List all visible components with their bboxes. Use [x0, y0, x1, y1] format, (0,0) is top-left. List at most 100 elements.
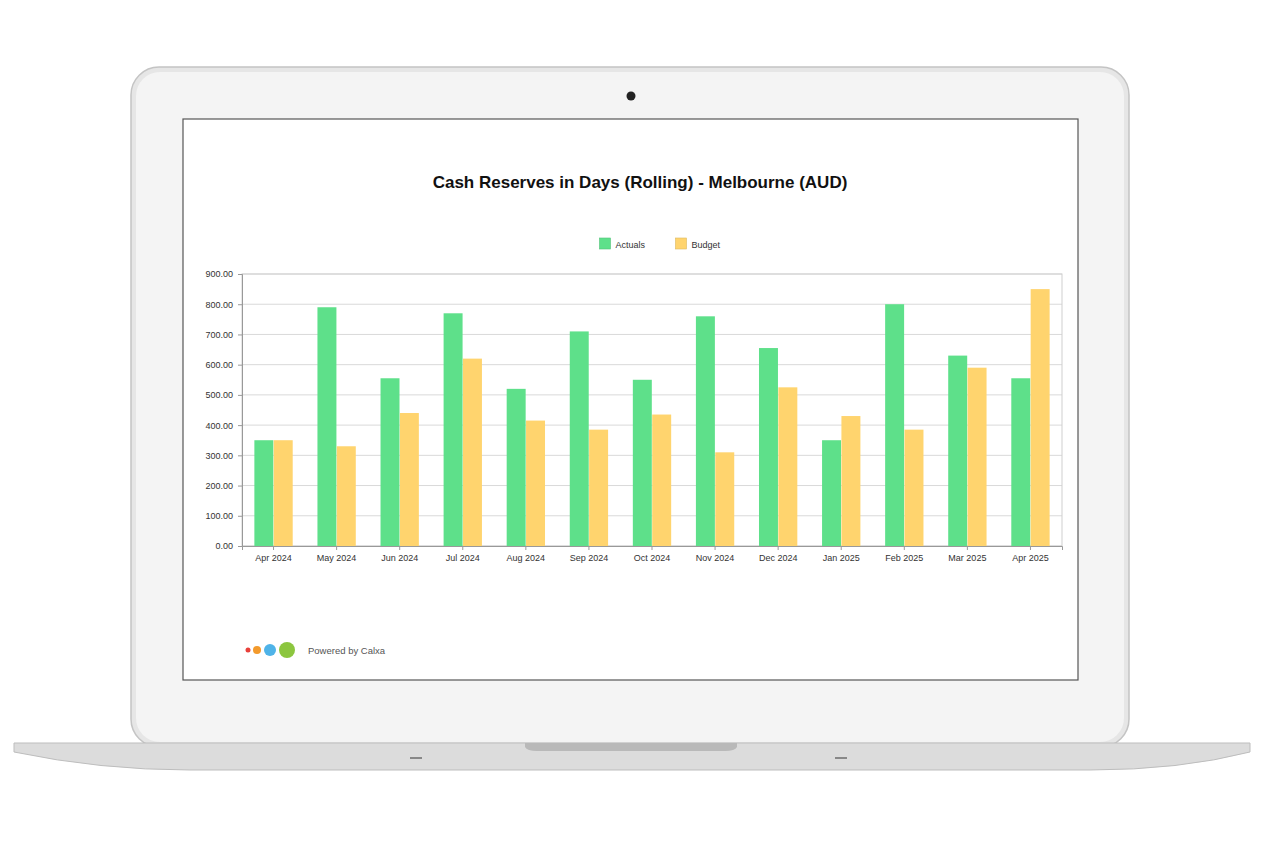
y-tick: 500.00: [205, 390, 242, 400]
x-tick: Jul 2024: [446, 546, 480, 563]
laptop-lid: [131, 67, 1129, 747]
bar: [778, 387, 797, 546]
bar: [570, 331, 589, 546]
bar: [337, 446, 356, 546]
x-tick-label: Sep 2024: [570, 553, 609, 563]
x-tick-mark: [778, 546, 779, 550]
laptop: [14, 67, 1250, 770]
x-tick-mark: [967, 546, 968, 550]
y-axis: 0.00 100.00 200.00 300.00 400.00 500.00 600.00…: [205, 269, 242, 551]
x-tick-label: Nov 2024: [696, 553, 735, 563]
x-tick-label: Aug 2024: [507, 553, 546, 563]
bar: [444, 313, 463, 546]
y-tick-label: 800.00: [205, 300, 233, 310]
y-tick-label: 300.00: [205, 451, 233, 461]
logo-dot: [246, 648, 251, 653]
x-tick-mark: [588, 546, 589, 550]
y-tick-mark: [238, 304, 242, 305]
x-tick-mark: [525, 546, 526, 550]
bar: [715, 452, 734, 546]
grid-line: [242, 304, 1062, 305]
bar: [948, 356, 967, 546]
laptop-screen: [183, 119, 1078, 680]
x-tick-mark: [841, 546, 842, 550]
bar: [968, 368, 987, 546]
x-tick: Apr 2024: [255, 546, 292, 563]
bar: [885, 304, 904, 546]
x-tick-label: Jul 2024: [446, 553, 480, 563]
bar: [696, 316, 715, 546]
laptop-bezel: [136, 72, 1124, 742]
grid-line: [242, 394, 1062, 395]
legend-label: Actuals: [615, 240, 645, 250]
bar: [589, 430, 608, 546]
y-tick-mark: [238, 334, 242, 335]
bar: [254, 440, 273, 546]
legend: Actuals Budget: [599, 238, 720, 250]
x-tick: Jun 2024: [381, 546, 418, 563]
bars: [254, 289, 1049, 546]
x-tick-label: Apr 2024: [255, 553, 292, 563]
y-tick-label: 200.00: [205, 481, 233, 491]
x-tick-mark: [1030, 546, 1031, 550]
x-tick: Nov 2024: [696, 546, 735, 563]
x-tick-label: Feb 2025: [885, 553, 923, 563]
laptop-base: [14, 743, 1250, 770]
y-tick-label: 600.00: [205, 360, 233, 370]
x-tick-mark: [399, 546, 400, 550]
x-tick-mark: [336, 546, 337, 550]
grid-line: [242, 364, 1062, 365]
bar: [759, 348, 778, 546]
y-tick-label: 700.00: [205, 330, 233, 340]
x-tick-label: Jun 2024: [381, 553, 418, 563]
y-tick-mark: [238, 274, 242, 275]
laptop-foot: [835, 757, 847, 759]
footer-text: Powered by Calxa: [308, 645, 386, 656]
legend-item: Actuals: [599, 238, 645, 250]
y-tick-label: 0.00: [215, 541, 233, 551]
canvas: Cash Reserves in Days (Rolling) - Melbou…: [0, 0, 1280, 853]
grid-line: [242, 425, 1062, 426]
x-tick-label: Mar 2025: [948, 553, 986, 563]
bar: [526, 421, 545, 546]
x-tick: Sep 2024: [570, 546, 609, 563]
y-tick: 0.00: [215, 541, 242, 551]
x-tick: Apr 2025: [1012, 546, 1049, 563]
y-tick: 400.00: [205, 420, 242, 430]
x-tick: Dec 2024: [759, 546, 798, 563]
bar: [633, 380, 652, 546]
y-tick-label: 400.00: [205, 420, 233, 430]
y-tick: 600.00: [205, 360, 242, 370]
y-tick: 900.00: [205, 269, 242, 279]
grid-line: [242, 334, 1062, 335]
x-tick-mark: [904, 546, 905, 550]
y-tick-mark: [238, 425, 242, 426]
y-tick: 700.00: [205, 330, 242, 340]
y-tick-mark: [238, 455, 242, 456]
y-tick: 200.00: [205, 481, 242, 491]
x-axis-line: [243, 547, 1063, 551]
legend-swatch: [599, 238, 610, 249]
bar: [463, 359, 482, 546]
y-tick-mark: [238, 516, 242, 517]
legend-label: Budget: [691, 240, 720, 250]
logo-dot: [264, 644, 276, 656]
x-tick-label: Oct 2024: [634, 553, 671, 563]
y-tick-label: 100.00: [205, 511, 233, 521]
x-tick: Oct 2024: [634, 546, 671, 563]
bar: [1011, 378, 1030, 546]
logo-dot: [279, 642, 295, 658]
laptop-notch: [525, 743, 737, 751]
x-tick: Feb 2025: [885, 546, 923, 563]
y-tick: 300.00: [205, 451, 242, 461]
x-tick-mark: [273, 546, 274, 550]
bar: [905, 430, 924, 546]
legend-item: Budget: [675, 238, 720, 250]
bar: [274, 440, 293, 546]
bar: [652, 415, 671, 546]
x-tick-label: Apr 2025: [1012, 553, 1049, 563]
bar: [841, 416, 860, 546]
x-tick: Jan 2025: [823, 546, 860, 563]
x-tick-mark: [715, 546, 716, 550]
y-tick-mark: [238, 365, 242, 366]
